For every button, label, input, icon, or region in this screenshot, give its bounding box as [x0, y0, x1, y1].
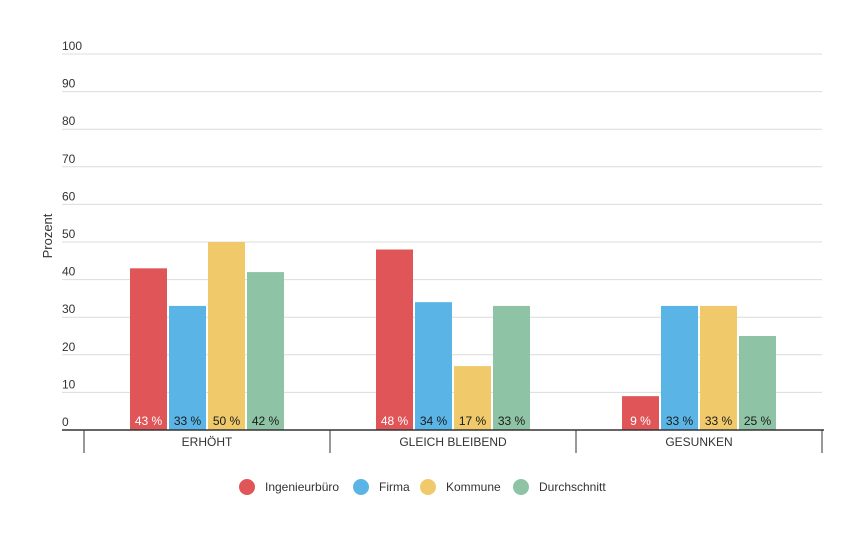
bar-durchschnitt-1 [247, 272, 284, 430]
y-axis-ticks: 0 10 20 30 40 50 60 70 80 90 100 [62, 39, 82, 429]
data-label: 48 % [381, 414, 409, 428]
y-axis-label: Prozent [40, 213, 55, 258]
data-label: 33 % [174, 414, 202, 428]
data-label: 25 % [744, 414, 772, 428]
y-tick-label: 30 [62, 302, 76, 316]
bar-ingenieurbüro-3 [622, 396, 659, 430]
data-label: 42 % [252, 414, 280, 428]
y-tick-label: 100 [62, 39, 82, 53]
y-tick-label: 40 [62, 265, 76, 279]
y-tick-label: 20 [62, 340, 76, 354]
bar-ingenieurbüro-1 [130, 268, 167, 430]
x-tick-label: ERHÖHT [182, 435, 233, 449]
legend-label: Firma [379, 480, 410, 494]
y-tick-label: 80 [62, 114, 76, 128]
legend-swatch [513, 479, 529, 495]
bar-durchschnitt-2 [493, 305, 530, 430]
bar-kommune-2 [454, 366, 491, 430]
bar-firma-3 [661, 305, 698, 430]
data-label: 33 % [705, 414, 733, 428]
bar-firma-2 [415, 302, 452, 430]
legend-swatch [353, 479, 369, 495]
data-label: 33 % [498, 414, 526, 428]
y-tick-label: 50 [62, 227, 76, 241]
bar-ingenieurbüro-2 [376, 249, 413, 430]
legend: Ingenieurbüro Firma Kommune Durchschnitt [239, 479, 606, 495]
y-tick-label: 90 [62, 77, 76, 91]
bar-kommune-3 [700, 305, 737, 430]
legend-label: Ingenieurbüro [265, 480, 339, 494]
y-tick-label: 0 [62, 415, 69, 429]
legend-label: Kommune [446, 480, 501, 494]
data-label: 43 % [135, 414, 163, 428]
x-axis: ERHÖHT GLEICH BLEIBEND GESUNKEN [62, 429, 824, 453]
y-tick-label: 70 [62, 152, 76, 166]
legend-swatch [420, 479, 436, 495]
data-label: 17 % [459, 414, 487, 428]
y-tick-label: 10 [62, 377, 76, 391]
bar-firma-1 [169, 305, 206, 430]
data-label: 34 % [420, 414, 448, 428]
bars: 43 % 33 % 50 % 42 % 48 % 34 % 17 % 33 % 9 % 33 % 3… [130, 242, 776, 430]
legend-swatch [239, 479, 255, 495]
y-tick-label: 60 [62, 189, 76, 203]
data-label: 50 % [213, 414, 241, 428]
x-tick-label: GESUNKEN [665, 435, 732, 449]
data-label: 9 % [630, 414, 651, 428]
bar-durchschnitt-3 [739, 336, 776, 430]
legend-label: Durchschnitt [539, 480, 606, 494]
bar-kommune-1 [208, 242, 245, 430]
data-label: 33 % [666, 414, 694, 428]
x-tick-label: GLEICH BLEIBEND [399, 435, 507, 449]
